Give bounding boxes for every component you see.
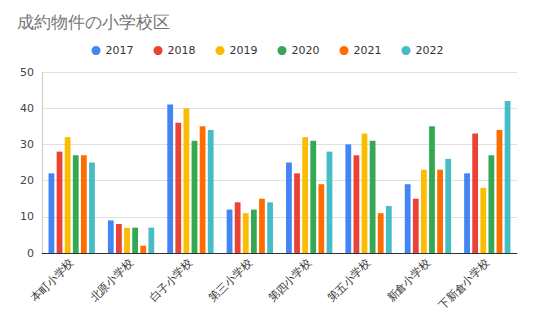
svg-text:第五小学校: 第五小学校 [325,256,373,304]
svg-text:50: 50 [20,66,34,79]
svg-text:2021: 2021 [353,44,381,57]
svg-text:0: 0 [27,247,34,260]
svg-text:北原小学校: 北原小学校 [88,256,136,304]
svg-text:30: 30 [20,138,34,151]
svg-text:新倉小学校: 新倉小学校 [384,256,432,304]
svg-text:2018: 2018 [168,44,196,57]
svg-text:40: 40 [20,102,34,115]
svg-text:2019: 2019 [230,44,258,57]
svg-text:下新倉小学校: 下新倉小学校 [436,256,492,312]
svg-text:20: 20 [20,174,34,187]
svg-text:2022: 2022 [415,44,443,57]
svg-text:10: 10 [20,210,34,223]
svg-text:第三小学校: 第三小学校 [206,256,254,304]
svg-text:2017: 2017 [106,44,134,57]
svg-text:成約物件の小学校区: 成約物件の小学校区 [17,12,170,32]
svg-text:本町小学校: 本町小学校 [28,256,76,304]
svg-text:第四小学校: 第四小学校 [266,256,314,304]
svg-text:白子小学校: 白子小学校 [147,256,195,304]
svg-text:2020: 2020 [292,44,320,57]
